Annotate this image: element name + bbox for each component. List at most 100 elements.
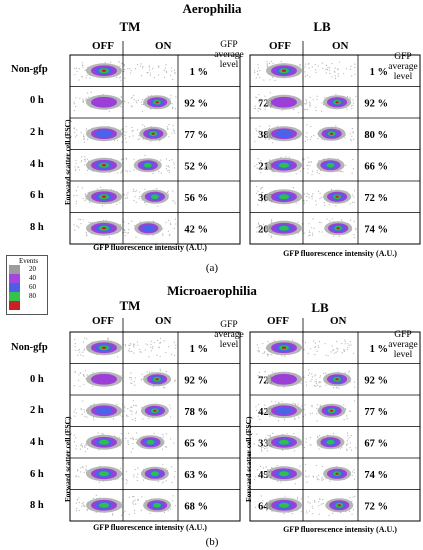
scatter-dot bbox=[266, 60, 268, 62]
scatter-dot bbox=[73, 127, 75, 129]
off-label-tm-a: OFF bbox=[92, 40, 114, 52]
scatter-dot bbox=[294, 418, 296, 420]
on-population-blue bbox=[141, 224, 156, 232]
scatter-dot bbox=[308, 230, 310, 232]
scatter-dot bbox=[272, 62, 274, 64]
scatter-dot bbox=[134, 196, 136, 198]
scatter-dot bbox=[318, 382, 320, 384]
scatter-dot bbox=[169, 222, 171, 224]
scatter-dot bbox=[280, 60, 282, 63]
scatter-dot bbox=[119, 65, 121, 67]
scatter-dot bbox=[77, 354, 79, 356]
scatter-dot bbox=[306, 195, 308, 198]
scatter-dot bbox=[257, 64, 259, 66]
scatter-dot bbox=[171, 159, 173, 161]
row-label-2h-a: 2 h bbox=[30, 127, 44, 138]
scatter-dot bbox=[73, 411, 75, 413]
scatter-dot bbox=[81, 445, 83, 447]
off-population-red bbox=[281, 346, 287, 349]
scatter-dot bbox=[264, 408, 266, 410]
scatter-dot bbox=[259, 375, 261, 377]
scatter-dot bbox=[171, 107, 174, 109]
scatter-dot bbox=[336, 350, 338, 352]
scatter-dot bbox=[124, 100, 126, 102]
scatter-dot bbox=[310, 444, 312, 446]
scatter-dot bbox=[315, 106, 317, 108]
scatter-dot bbox=[139, 351, 141, 353]
scatter-dot bbox=[259, 77, 261, 79]
scatter-dot bbox=[124, 230, 126, 232]
scatter-dot bbox=[135, 236, 137, 238]
scatter-dot bbox=[264, 95, 266, 97]
scatter-dot bbox=[83, 136, 85, 138]
scatter-dot bbox=[132, 400, 134, 402]
scatter-dot bbox=[264, 371, 266, 373]
scatter-dot bbox=[310, 161, 312, 163]
scatter-dot bbox=[306, 200, 308, 202]
off-population-green bbox=[278, 225, 290, 231]
scatter-dot bbox=[277, 480, 279, 483]
scatter-dot bbox=[166, 191, 168, 194]
scatter-dot bbox=[123, 63, 125, 65]
scatter-dot bbox=[75, 412, 77, 414]
row-label-4h-a: 4 h bbox=[30, 159, 44, 170]
scatter-dot bbox=[343, 348, 345, 350]
scatter-dot bbox=[311, 412, 313, 414]
scatter-dot bbox=[316, 350, 318, 352]
scatter-dot bbox=[304, 103, 306, 105]
scatter-dot bbox=[299, 170, 302, 172]
scatter-dot bbox=[305, 63, 307, 65]
scatter-dot bbox=[300, 405, 302, 407]
scatter-dot bbox=[148, 417, 150, 419]
scatter-dot bbox=[258, 347, 260, 349]
scatter-dot bbox=[138, 191, 141, 193]
on-label-lb-b: ON bbox=[330, 315, 347, 327]
scatter-dot bbox=[345, 408, 347, 410]
scatter-dot bbox=[168, 171, 170, 173]
scatter-dot bbox=[131, 419, 133, 421]
column-title-lb-a: LB bbox=[313, 19, 331, 34]
scatter-dot bbox=[262, 191, 264, 194]
scatter-dot bbox=[351, 500, 353, 502]
scatter-dot bbox=[285, 156, 287, 158]
scatter-dot bbox=[134, 499, 136, 501]
scatter-dot bbox=[75, 170, 77, 172]
scatter-dot bbox=[141, 496, 143, 498]
scatter-dot bbox=[303, 158, 305, 160]
row-label-2h-b: 2 h bbox=[30, 405, 44, 416]
cytometry-cell bbox=[255, 400, 356, 422]
scatter-dot bbox=[152, 346, 154, 348]
cytometry-cell bbox=[253, 92, 357, 113]
scatter-dot bbox=[80, 408, 82, 410]
on-population-red bbox=[335, 378, 339, 381]
scatter-dot bbox=[353, 472, 355, 474]
scatter-dot bbox=[345, 164, 347, 166]
scatter-dot bbox=[299, 65, 301, 67]
scatter-dot bbox=[162, 233, 164, 235]
scatter-dot bbox=[77, 186, 79, 188]
scatter-dot bbox=[168, 124, 170, 126]
scatter-dot bbox=[275, 401, 277, 403]
scatter-dot bbox=[76, 134, 78, 136]
scatter-dot bbox=[162, 463, 164, 465]
scatter-dot bbox=[165, 70, 167, 72]
scatter-dot bbox=[123, 405, 125, 407]
scatter-dot bbox=[132, 129, 134, 132]
scatter-dot bbox=[314, 501, 316, 503]
scatter-dot bbox=[82, 99, 84, 102]
scatter-dot bbox=[329, 72, 331, 75]
scatter-dot bbox=[85, 130, 87, 132]
scatter-dot bbox=[303, 202, 305, 204]
scatter-dot bbox=[115, 76, 118, 78]
scatter-dot bbox=[149, 69, 151, 71]
row-label-nongfp-a: Non-gfp bbox=[11, 64, 48, 75]
scatter-dot bbox=[266, 199, 268, 201]
scatter-dot bbox=[353, 352, 355, 354]
gfp-average-level: 721 bbox=[258, 98, 274, 109]
scatter-dot bbox=[132, 448, 134, 450]
scatter-dot bbox=[127, 102, 129, 104]
scatter-dot bbox=[261, 136, 263, 138]
scatter-dot bbox=[85, 444, 87, 446]
scatter-dot bbox=[126, 480, 128, 482]
scatter-dot bbox=[292, 339, 294, 341]
